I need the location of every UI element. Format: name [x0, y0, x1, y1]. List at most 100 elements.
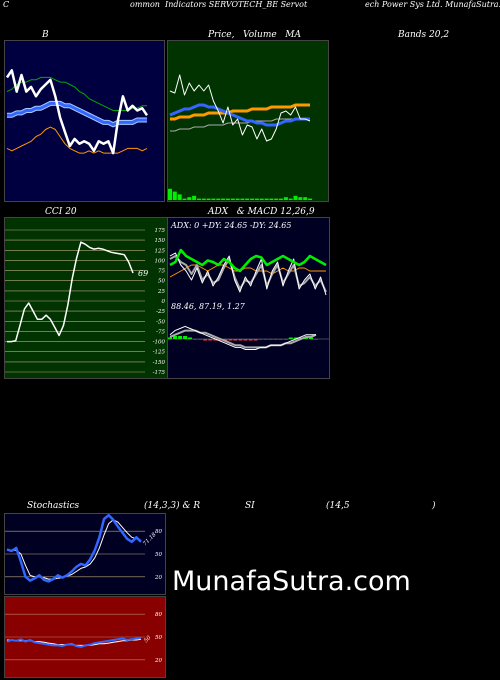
bollinger-upper-line: [6, 76, 147, 111]
volume-bar: [279, 198, 283, 200]
cci-tick-label: 25: [157, 289, 165, 295]
macd-hist-bar: [253, 339, 258, 341]
volume-bar: [168, 188, 172, 200]
macd-hist-bar: [248, 339, 253, 341]
volume-bar: [182, 198, 187, 200]
bollinger-price-line: [5, 69, 149, 155]
macd-label: 88.46, 87.19, 1.27: [171, 302, 246, 311]
volume-bar: [259, 198, 264, 200]
volume-bar: [230, 198, 235, 200]
volume-bar: [235, 198, 240, 200]
rsi-tick-label: 80: [155, 612, 162, 618]
price-chart: [168, 74, 312, 200]
stoch-tick-label: 80: [155, 529, 162, 535]
stoch-d-line: [7, 519, 142, 580]
volume-bar: [264, 198, 269, 200]
bollinger-panel: [4, 40, 165, 202]
volume-bar: [308, 198, 312, 200]
cci-tick-label: -25: [156, 309, 165, 315]
volume-bar: [197, 198, 201, 200]
bollinger-middle-line: [7, 101, 147, 127]
adx-line: [169, 252, 327, 296]
cci-tick-label: 175: [155, 228, 166, 234]
volume-bar: [283, 197, 288, 200]
cci-tick-label: -175: [153, 370, 166, 376]
price-line: [169, 74, 311, 142]
macd-hist-bar: [173, 336, 177, 339]
volume-bar: [245, 198, 250, 200]
rsi-tick-label: 20: [154, 658, 162, 664]
title-bands: Bands 20,2: [398, 30, 450, 40]
volume-bar: [201, 198, 206, 200]
macd-hist-bar: [213, 339, 218, 341]
stoch-tick-label: 20: [154, 575, 162, 581]
rsi-panel: 80 50 20 50: [4, 596, 166, 678]
bollinger-lower-line: [6, 126, 148, 154]
volume-bar: [240, 198, 245, 200]
cci-panel: 175 150 125 100 75 50 25 0 -25 -50 -75 -100 -125 -150…: [4, 217, 168, 379]
macd-hist-bar: [314, 339, 318, 340]
macd-hist-bar: [283, 339, 288, 340]
macd-hist-bar: [293, 337, 298, 339]
cci-tick-label: 100: [155, 258, 166, 264]
cci-tick-label: -150: [153, 360, 166, 366]
macd-hist-bar: [243, 339, 248, 341]
macd-hist-bar: [208, 339, 213, 341]
macd-hist-bar: [203, 339, 208, 341]
macd-hist-bar: [268, 339, 273, 340]
macd-hist-bar: [233, 339, 238, 341]
title-stoch-e: ): [432, 501, 436, 511]
title-adx-macd: ADX & MACD 12,26,9: [208, 207, 315, 217]
macd-hist-bar: [238, 339, 243, 341]
price-ma-short-line: [169, 103, 310, 127]
cci-tick-label: 150: [155, 238, 166, 244]
volume-bar: [187, 197, 192, 200]
title-stoch-c: SI: [245, 501, 255, 511]
stoch-tick-label: 50: [155, 552, 162, 558]
rsi-tick-label: 50: [155, 635, 162, 641]
macd-hist-bar: [273, 339, 278, 340]
title-stoch-d: (14,5: [326, 501, 350, 511]
cci-tick-label: 125: [155, 248, 166, 254]
cci-tick-label: -125: [153, 350, 166, 356]
cci-tick-label: -100: [153, 340, 166, 346]
macd-hist-bar: [193, 339, 198, 340]
macd-hist-bar: [288, 337, 293, 339]
macd-hist-bar: [178, 336, 183, 339]
adx-macd-panel: ADX: 0 +DY: 24.65 -DY: 24.65 88.46, 87.19…: [167, 217, 330, 379]
macd-hist-bar: [223, 339, 228, 341]
header-left: C: [3, 0, 10, 9]
cci-tick-label: 50: [158, 279, 165, 285]
volume-bar: [216, 198, 221, 200]
macd-hist-bar: [258, 339, 263, 340]
volume-bar: [206, 198, 211, 200]
watermark: MunafaSutra.com: [172, 566, 411, 597]
title-cci: CCI 20: [45, 207, 77, 217]
bollinger-chart: [5, 69, 149, 155]
cci-tick-label: 0: [162, 299, 166, 305]
rsi-last-value: 50: [143, 635, 153, 645]
volume-bar: [211, 198, 216, 200]
volume-bar: [288, 198, 293, 200]
rsi-line: [6, 636, 142, 648]
volume-bar: [172, 191, 177, 200]
macd-hist-bar: [303, 337, 308, 339]
volume-bar: [274, 198, 279, 200]
title-stoch-a: Stochastics: [27, 501, 80, 511]
cci-last-value: 69: [138, 269, 148, 278]
rsi-chart: 80 50 20 50: [5, 612, 162, 664]
volume-bar: [221, 198, 226, 200]
macd-hist-bar: [188, 337, 193, 339]
volume-bar: [225, 198, 230, 200]
macd-hist-bar: [228, 339, 233, 341]
cci-line: [7, 241, 134, 343]
volume-bar: [254, 198, 259, 200]
volume-bar: [298, 197, 303, 200]
cci-chart: 175 150 125 100 75 50 25 0 -25 -50 -75 -100 -125 -150…: [5, 228, 166, 376]
macd-hist-bar: [263, 339, 268, 340]
macd-hist-bar: [168, 337, 172, 339]
price-ma-other-line: [170, 118, 310, 132]
title-stoch-b: (14,3,3) & R: [144, 501, 201, 511]
stochastics-panel: 80 50 20 71.18: [4, 513, 166, 595]
cci-tick-label: -75: [156, 329, 165, 335]
